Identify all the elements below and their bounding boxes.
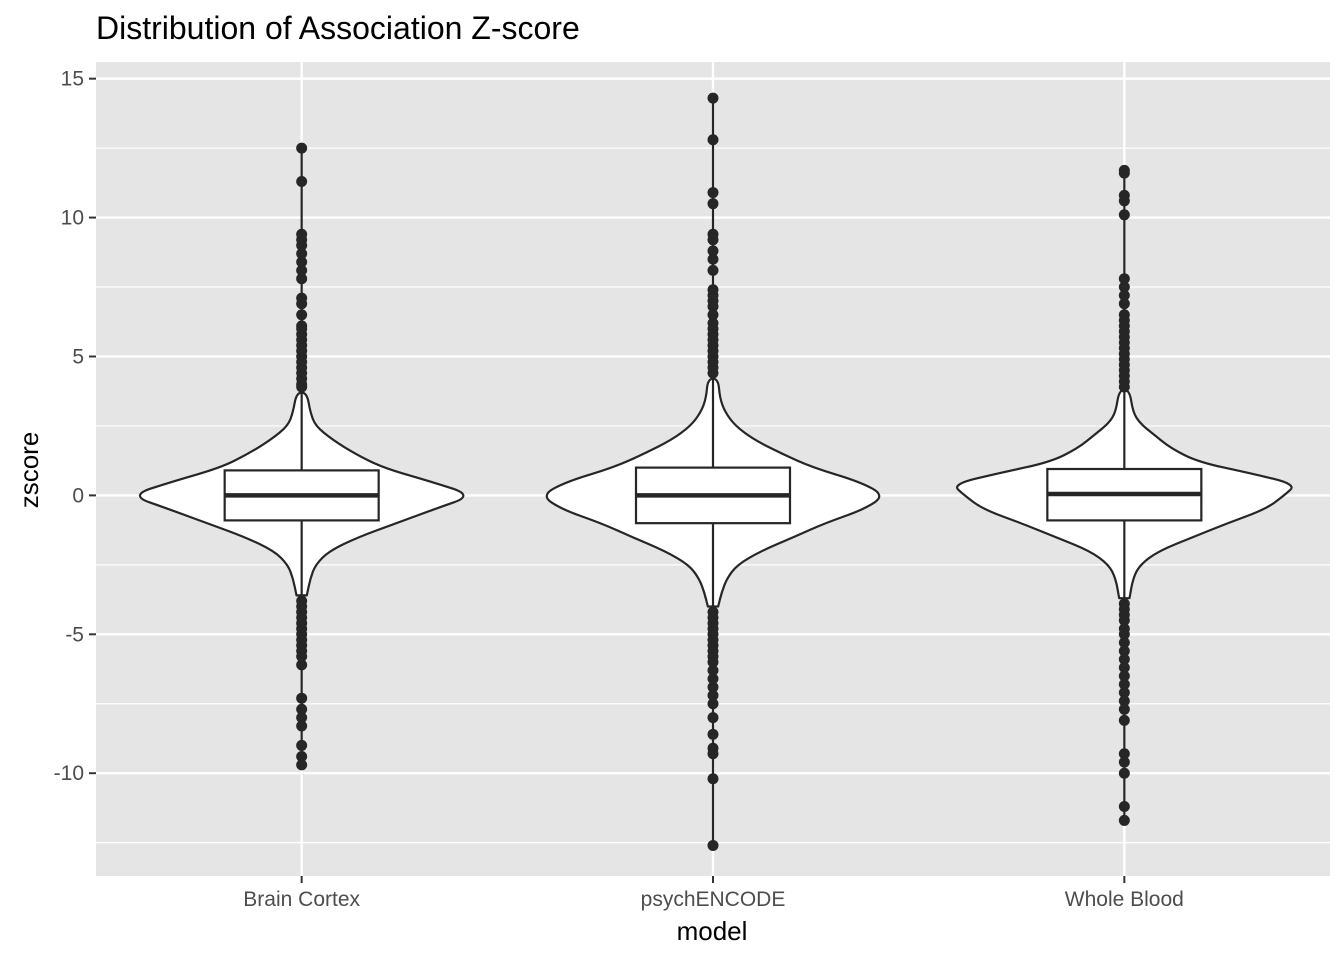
y-tick-label: -10: [54, 762, 84, 785]
outlier-point: [296, 739, 308, 751]
x-tick-label: Brain Cortex: [243, 888, 360, 911]
outlier-point: [1118, 167, 1130, 179]
outlier-point: [296, 273, 308, 285]
outlier-point: [707, 773, 719, 785]
outlier-point: [1118, 653, 1130, 665]
outlier-point: [1118, 645, 1130, 657]
outlier-point: [1118, 767, 1130, 779]
outlier-point: [1118, 814, 1130, 826]
outlier-point: [1118, 695, 1130, 707]
outlier-point: [1118, 289, 1130, 301]
y-tick-label: 5: [72, 345, 84, 368]
outlier-point: [707, 681, 719, 693]
outlier-point: [707, 253, 719, 265]
y-tick-label: -5: [65, 623, 84, 646]
outlier-point: [707, 712, 719, 724]
outlier-point: [1118, 298, 1130, 310]
y-tick-label: 15: [61, 68, 84, 91]
y-tick-label: 10: [61, 207, 84, 230]
outlier-point: [707, 187, 719, 199]
outlier-point: [1118, 637, 1130, 649]
outlier-point: [707, 839, 719, 851]
outlier-point: [296, 751, 308, 763]
outlier-point: [1118, 281, 1130, 293]
x-axis: Brain Cortex psychENCODE Whole Blood: [243, 876, 1184, 911]
y-axis-title: zscore: [14, 432, 44, 509]
outlier-point: [1118, 381, 1130, 393]
y-axis: -10 -5 0 5 10 15: [54, 68, 96, 785]
violin-layer: [138, 92, 1293, 851]
outlier-point: [296, 720, 308, 732]
outlier-point: [1118, 801, 1130, 813]
outlier-point: [1118, 703, 1130, 715]
outlier-point: [1118, 614, 1130, 626]
violin-group: [545, 92, 881, 851]
outlier-point: [296, 703, 308, 715]
chart-title: Distribution of Association Z-score: [96, 10, 580, 46]
outlier-point: [1118, 670, 1130, 682]
outlier-point: [707, 664, 719, 676]
outlier-point: [707, 728, 719, 740]
outlier-point: [707, 748, 719, 760]
outlier-point: [1118, 662, 1130, 674]
outlier-point: [296, 175, 308, 187]
outlier-point: [707, 367, 719, 379]
outlier-point: [707, 245, 719, 257]
outlier-point: [1118, 628, 1130, 640]
outlier-point: [1118, 687, 1130, 699]
outlier-point: [296, 264, 308, 276]
outlier-point: [1118, 756, 1130, 768]
outlier-point: [707, 656, 719, 668]
outlier-point: [296, 659, 308, 671]
outlier-point: [1118, 273, 1130, 285]
outlier-point: [1118, 678, 1130, 690]
outlier-point: [707, 698, 719, 710]
outlier-point: [707, 309, 719, 321]
outlier-point: [296, 759, 308, 771]
outlier-point: [707, 300, 719, 312]
x-tick-label: psychENCODE: [641, 888, 786, 911]
outlier-point: [1118, 195, 1130, 207]
x-axis-title: model: [677, 916, 748, 946]
outlier-point: [1118, 748, 1130, 760]
outlier-point: [296, 142, 308, 154]
outlier-point: [1118, 209, 1130, 221]
outlier-point: [707, 234, 719, 246]
outlier-point: [296, 712, 308, 724]
outlier-point: [707, 264, 719, 276]
x-tick-label: Whole Blood: [1065, 888, 1184, 911]
outlier-point: [296, 692, 308, 704]
outlier-point: [1118, 714, 1130, 726]
outlier-point: [707, 134, 719, 146]
outlier-point: [707, 92, 719, 104]
outlier-point: [296, 381, 308, 393]
outlier-point: [707, 198, 719, 210]
outlier-point: [296, 309, 308, 321]
outlier-point: [296, 248, 308, 260]
outlier-point: [296, 239, 308, 251]
y-tick-label: 0: [72, 484, 84, 507]
violin-group: [956, 164, 1293, 826]
outlier-point: [707, 673, 719, 685]
outlier-point: [707, 689, 719, 701]
outlier-point: [296, 651, 308, 663]
violin-group: [138, 142, 465, 771]
outlier-point: [296, 256, 308, 268]
outlier-point: [296, 298, 308, 310]
